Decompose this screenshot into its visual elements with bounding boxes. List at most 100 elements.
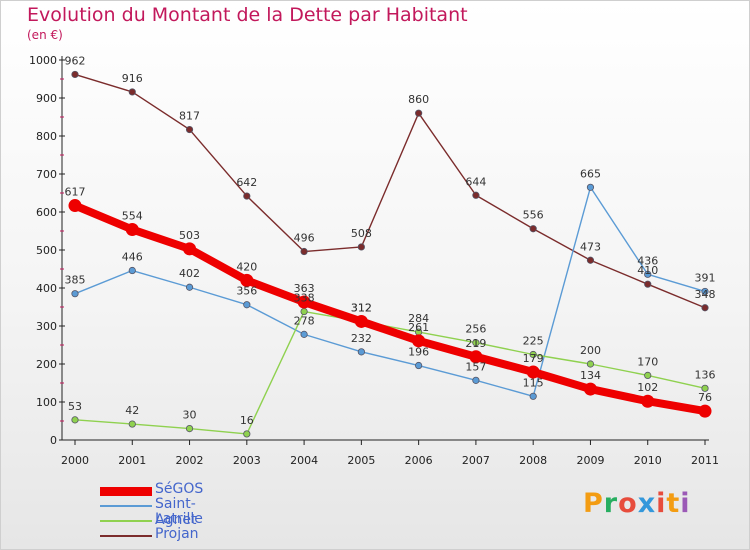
data-point bbox=[297, 295, 311, 309]
data-label: 617 bbox=[65, 186, 86, 199]
data-label: 16 bbox=[240, 414, 254, 427]
data-label: 219 bbox=[465, 337, 486, 350]
data-point bbox=[526, 365, 540, 379]
data-label: 446 bbox=[122, 251, 143, 264]
data-label: 115 bbox=[523, 376, 544, 389]
data-label: 136 bbox=[695, 368, 716, 381]
legend-swatch bbox=[100, 486, 152, 496]
y-tick-label: 0 bbox=[50, 434, 57, 447]
data-label: 402 bbox=[179, 267, 200, 280]
data-label: 420 bbox=[236, 260, 257, 273]
proxiti-logo: Proxiti bbox=[583, 488, 691, 519]
data-point bbox=[185, 125, 194, 134]
data-point bbox=[701, 384, 709, 392]
data-point bbox=[357, 243, 365, 251]
data-point bbox=[125, 222, 139, 236]
data-point bbox=[71, 290, 79, 298]
data-point bbox=[529, 350, 537, 359]
series-line-2 bbox=[74, 310, 706, 435]
y-tick-label: 500 bbox=[36, 244, 57, 257]
data-point bbox=[641, 394, 655, 408]
legend-swatch bbox=[100, 535, 152, 537]
data-point bbox=[415, 361, 423, 370]
data-point bbox=[472, 339, 480, 347]
y-tick-label: 100 bbox=[36, 396, 57, 409]
data-point bbox=[300, 247, 308, 256]
data-point bbox=[128, 266, 136, 275]
data-point bbox=[586, 360, 595, 368]
data-label: 916 bbox=[122, 72, 143, 85]
y-tick-label: 1000 bbox=[29, 54, 57, 67]
data-label: 496 bbox=[294, 232, 315, 245]
y-tick-label: 800 bbox=[36, 130, 57, 143]
data-label: 312 bbox=[351, 301, 372, 314]
data-point bbox=[243, 192, 251, 200]
logo-letter: t bbox=[666, 488, 681, 519]
data-point bbox=[586, 256, 595, 264]
logo-letter: i bbox=[680, 488, 691, 519]
data-label: 278 bbox=[294, 314, 315, 327]
x-tick-label: 2005 bbox=[347, 454, 375, 467]
data-label: 860 bbox=[408, 93, 429, 106]
series-line-3 bbox=[74, 73, 706, 309]
x-tick-label: 2007 bbox=[462, 454, 490, 467]
data-point bbox=[68, 199, 82, 213]
logo-letter: x bbox=[637, 488, 657, 519]
data-label: 179 bbox=[523, 352, 544, 365]
data-label: 817 bbox=[179, 110, 200, 123]
data-label: 196 bbox=[408, 346, 429, 359]
data-point bbox=[583, 382, 597, 396]
data-label: 503 bbox=[179, 229, 200, 242]
data-label: 556 bbox=[523, 209, 544, 222]
data-label: 53 bbox=[68, 400, 82, 413]
logo-letter: P bbox=[583, 488, 604, 519]
data-label: 642 bbox=[236, 176, 257, 189]
data-point bbox=[71, 416, 79, 424]
legend-swatch bbox=[100, 520, 152, 522]
data-point bbox=[529, 392, 537, 400]
data-point bbox=[469, 350, 483, 364]
data-label: 256 bbox=[465, 323, 486, 336]
logo-letter: r bbox=[603, 488, 619, 519]
x-tick-label: 2004 bbox=[290, 454, 318, 467]
data-label: 356 bbox=[236, 285, 257, 298]
series-line-1 bbox=[74, 186, 706, 397]
data-label: 30 bbox=[183, 409, 197, 422]
x-tick-label: 2011 bbox=[691, 454, 719, 467]
data-label: 644 bbox=[465, 175, 486, 188]
data-label: 102 bbox=[637, 381, 658, 394]
data-point bbox=[240, 273, 254, 287]
data-label: 410 bbox=[637, 264, 658, 277]
data-point bbox=[644, 280, 652, 288]
data-label: 157 bbox=[465, 360, 486, 373]
y-tick-label: 900 bbox=[36, 92, 57, 105]
x-tick-label: 2008 bbox=[519, 454, 547, 467]
data-point bbox=[185, 283, 194, 291]
data-point bbox=[71, 70, 79, 79]
data-label: 261 bbox=[408, 321, 429, 334]
data-point bbox=[300, 330, 308, 338]
data-point bbox=[472, 376, 480, 384]
data-label: 200 bbox=[580, 344, 601, 357]
data-point bbox=[644, 270, 652, 278]
data-label: 363 bbox=[294, 282, 315, 295]
data-label: 554 bbox=[122, 209, 143, 222]
y-tick-label: 200 bbox=[36, 358, 57, 371]
legend-label: Projan bbox=[155, 526, 199, 542]
data-label: 284 bbox=[408, 312, 429, 325]
data-point bbox=[412, 334, 426, 348]
data-point bbox=[243, 430, 251, 438]
y-tick-label: 600 bbox=[36, 206, 57, 219]
data-point bbox=[357, 348, 365, 356]
x-tick-label: 2002 bbox=[176, 454, 204, 467]
data-label: 391 bbox=[695, 271, 716, 284]
y-tick-label: 700 bbox=[36, 168, 57, 181]
legend-label: SéGOS bbox=[155, 481, 204, 497]
legend-label: Latrille bbox=[155, 511, 203, 527]
data-label: 473 bbox=[580, 240, 601, 253]
series-line-0 bbox=[71, 201, 709, 416]
x-tick-label: 2009 bbox=[576, 454, 604, 467]
chart-title: Evolution du Montant de la Dette par Hab… bbox=[27, 4, 468, 26]
data-label: 665 bbox=[580, 167, 601, 180]
data-label: 170 bbox=[637, 355, 658, 368]
